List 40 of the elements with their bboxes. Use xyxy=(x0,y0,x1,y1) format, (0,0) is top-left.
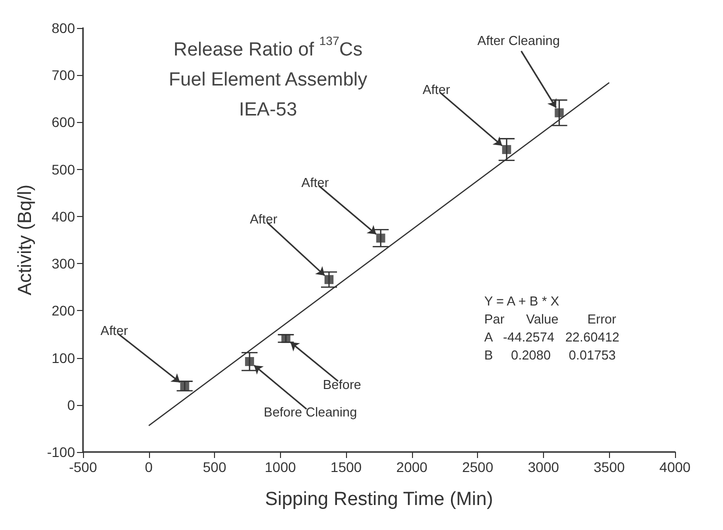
x-tick-label: 4000 xyxy=(659,459,691,475)
x-tick-label: -500 xyxy=(68,459,98,475)
x-tick-label: 1000 xyxy=(264,459,296,475)
x-tick-label: 0 xyxy=(144,459,153,475)
y-tick-label: 300 xyxy=(52,256,76,272)
x-axis-title: Sipping Resting Time (Min) xyxy=(264,489,494,510)
point xyxy=(324,275,334,284)
x-tick-label: 2500 xyxy=(462,459,494,475)
point xyxy=(376,234,386,243)
x-tick-label: 1500 xyxy=(330,459,362,475)
y-tick-label: 600 xyxy=(52,114,76,130)
y-tick-label: 400 xyxy=(52,208,76,224)
annotation: After xyxy=(422,82,451,97)
annotation: Before Cleaning xyxy=(264,404,358,420)
y-tick-label: -100 xyxy=(46,444,76,460)
y-tick-label: 0 xyxy=(67,396,76,413)
point xyxy=(554,108,564,118)
y-tick-label: 200 xyxy=(52,302,76,319)
point xyxy=(245,357,254,366)
annotation: Par Value Error xyxy=(484,311,617,326)
x-tick-label: 3500 xyxy=(594,459,626,475)
y-tick-label: 500 xyxy=(52,161,76,178)
y-tick-label: 800 xyxy=(52,20,76,36)
x-tick-label: 2000 xyxy=(396,459,428,475)
point xyxy=(502,145,512,154)
annotation: Y = A + B * X xyxy=(484,293,560,308)
annotation: After Cleaning xyxy=(477,32,560,48)
annotation: After xyxy=(100,323,129,338)
point xyxy=(281,334,290,343)
x-tick-label: 3000 xyxy=(528,459,560,475)
y-tick-label: 100 xyxy=(52,350,76,366)
point xyxy=(180,382,190,391)
annotation: After xyxy=(301,175,330,190)
annotation: Before xyxy=(322,376,362,392)
annotation: A -44.2574 22.60412 xyxy=(484,329,620,344)
annotation: After xyxy=(250,212,278,227)
annotation: B 0.2080 0.01753 xyxy=(484,347,616,362)
y-tick-label: 700 xyxy=(52,67,76,84)
y-axis-title: Activity (Bq/l) xyxy=(15,184,36,296)
x-tick-label: 500 xyxy=(202,459,226,475)
